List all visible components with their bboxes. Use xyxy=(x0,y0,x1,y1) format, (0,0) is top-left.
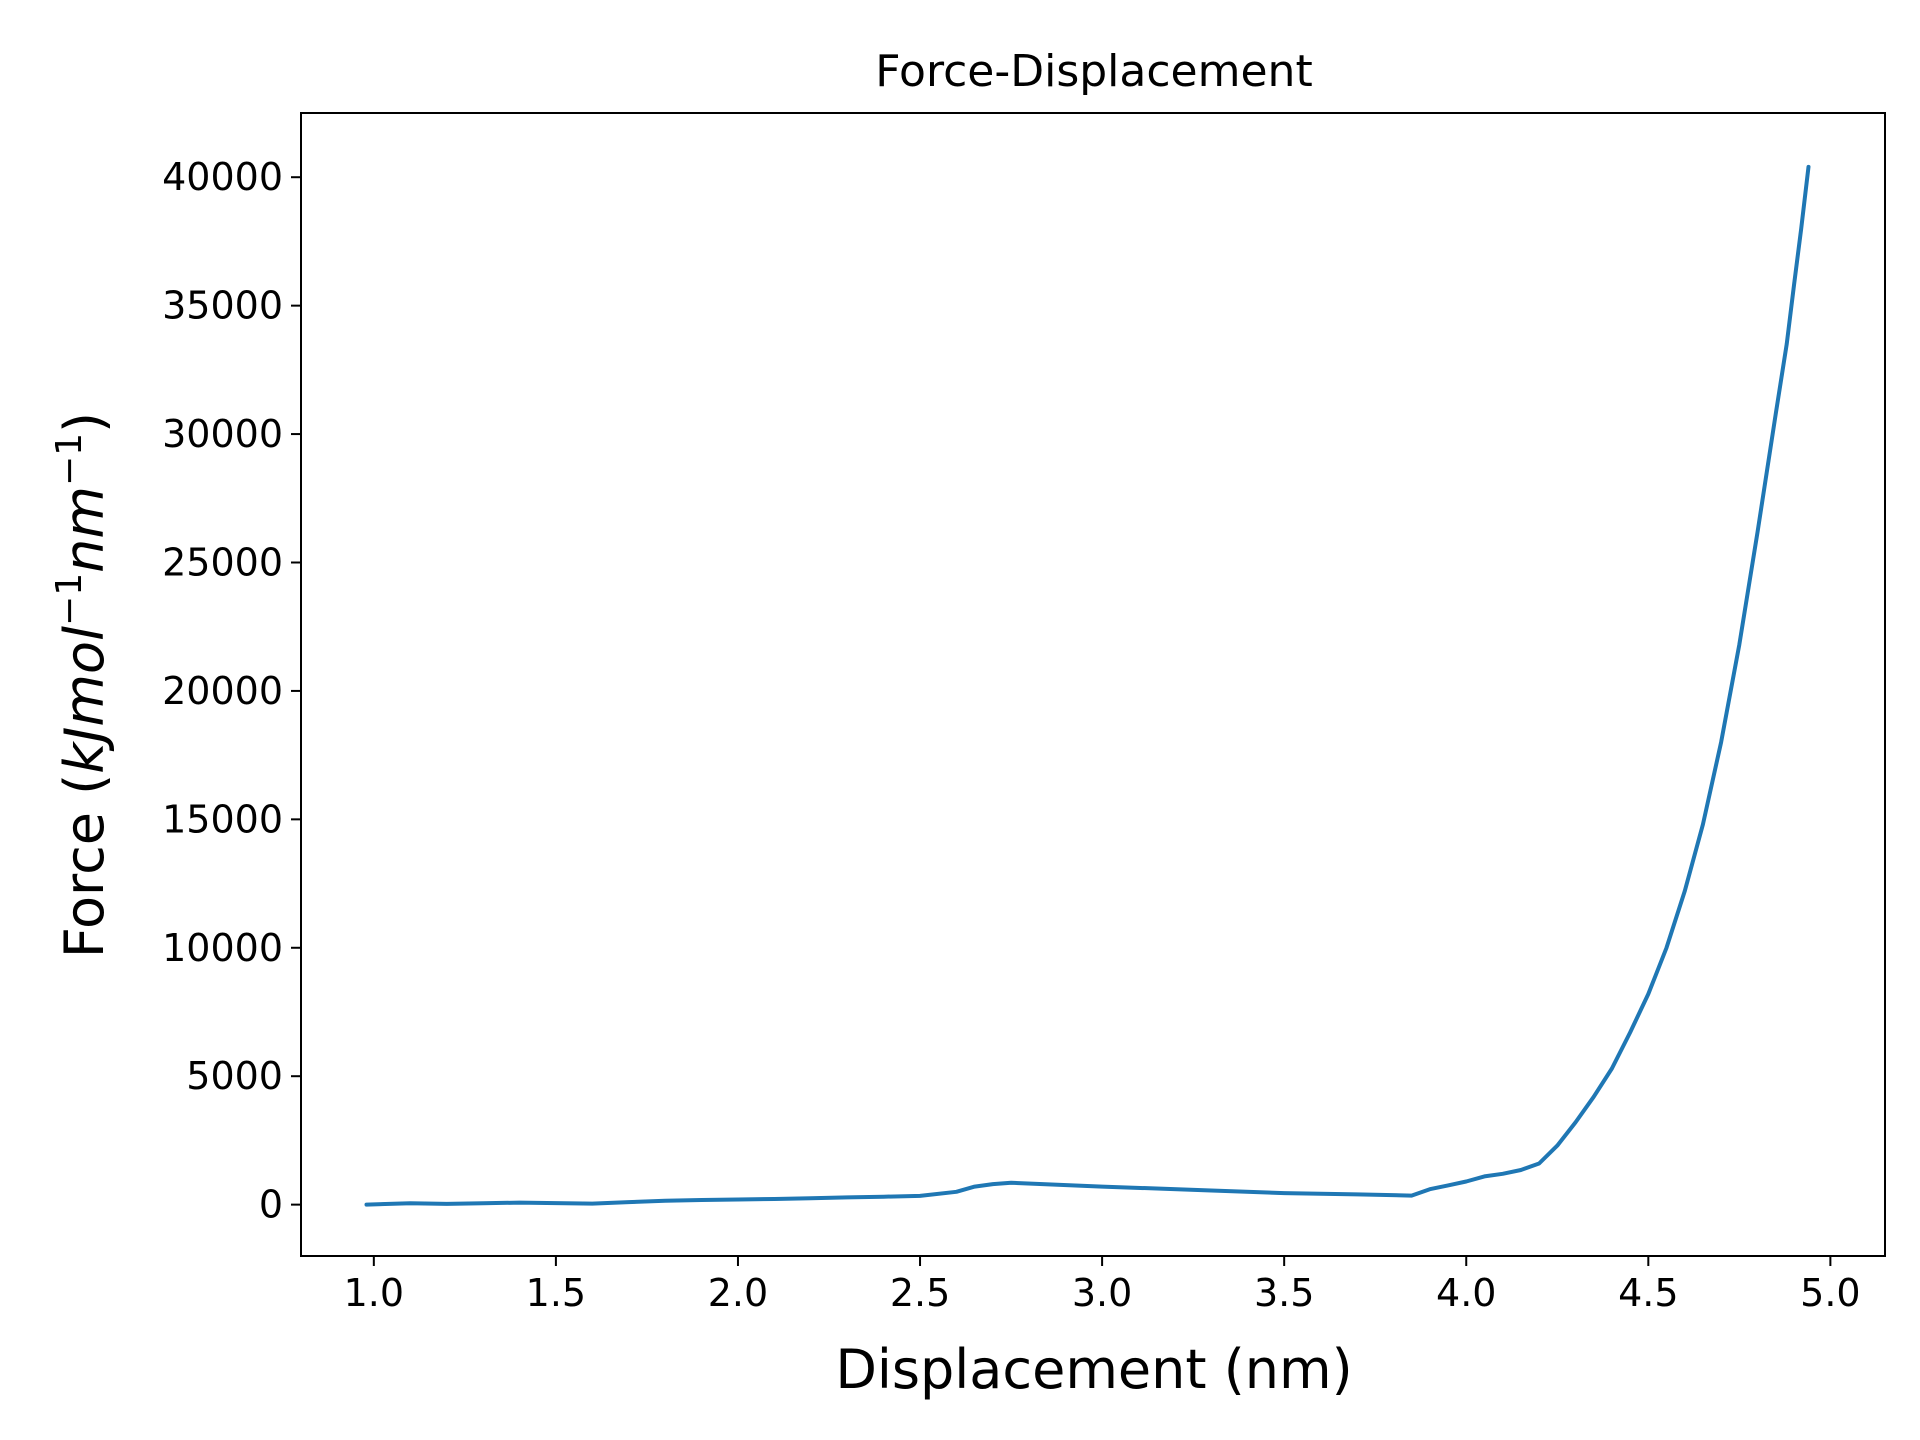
x-tick-label: 5.0 xyxy=(1800,1271,1860,1315)
x-tick-label: 2.5 xyxy=(890,1271,950,1315)
y-axis-ticks: 0 5000 10000 15000 20000 25000 30000 35000 40000 xyxy=(162,155,301,1227)
x-tick-label: 1.0 xyxy=(344,1271,404,1315)
y-tick-label: 0 xyxy=(259,1183,283,1227)
plot-area-frame xyxy=(300,112,1886,1257)
y-tick-label: 5000 xyxy=(186,1054,283,1098)
x-axis-ticks: 1.0 1.5 2.0 2.5 3.0 3.5 4.0 4.5 5.0 xyxy=(344,1256,1861,1315)
x-tick-label: 3.5 xyxy=(1254,1271,1314,1315)
y-axis-label: Force (kJmol−1nm−1) xyxy=(49,412,116,958)
y-tick-label: 30000 xyxy=(162,412,283,456)
y-tick-label: 25000 xyxy=(162,540,283,584)
x-axis-label: Displacement (nm) xyxy=(835,1338,1352,1401)
y-tick-label: 10000 xyxy=(162,926,283,970)
x-tick-label: 2.0 xyxy=(708,1271,768,1315)
y-tick-label: 35000 xyxy=(162,284,283,328)
chart-title: Force-Displacement xyxy=(875,46,1312,97)
x-tick-label: 4.5 xyxy=(1618,1271,1678,1315)
y-tick-label: 40000 xyxy=(162,155,283,199)
y-tick-label: 20000 xyxy=(162,669,283,713)
series-line xyxy=(364,164,1811,1207)
x-tick-label: 3.0 xyxy=(1072,1271,1132,1315)
x-tick-label: 1.5 xyxy=(526,1271,586,1315)
y-tick-label: 15000 xyxy=(162,797,283,841)
x-tick-label: 4.0 xyxy=(1436,1271,1496,1315)
